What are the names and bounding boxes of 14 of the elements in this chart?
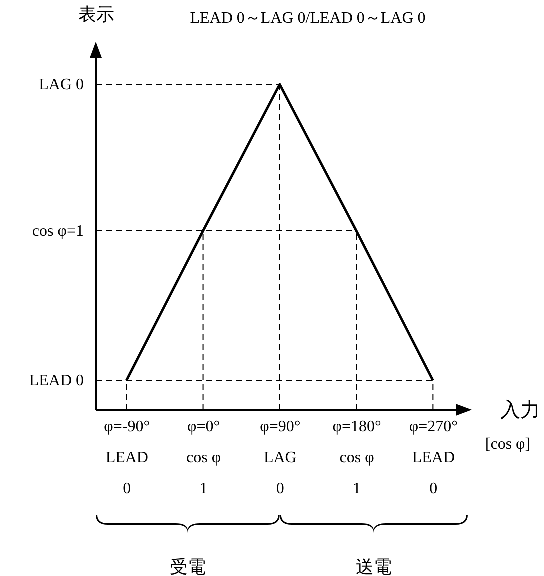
chart-title: LEAD 0～LAG 0/LEAD 0～LAG 0 [190,10,426,27]
ref-line-label: LEAD 0 [29,372,84,390]
x-tick-label: φ=0° cos φ 1 [186,418,222,498]
ref-line-label: cos φ=1 [32,223,84,240]
x-tick-label: φ=270° LEAD 0 [409,418,458,498]
x-tick-label: φ=-90° LEAD 0 [104,418,150,498]
y-axis-title: 表示 [78,4,114,24]
x-tick-label: φ=180° cos φ 1 [332,418,382,498]
x-axis-title: 入力 [500,400,540,422]
text: [cos φ] [485,436,531,453]
text: 送電 [356,557,392,576]
ref-line-label: LAG 0 [39,76,84,94]
text: 受電 [170,557,206,576]
x-tick-label: φ=90° LAG 0 [260,418,301,498]
